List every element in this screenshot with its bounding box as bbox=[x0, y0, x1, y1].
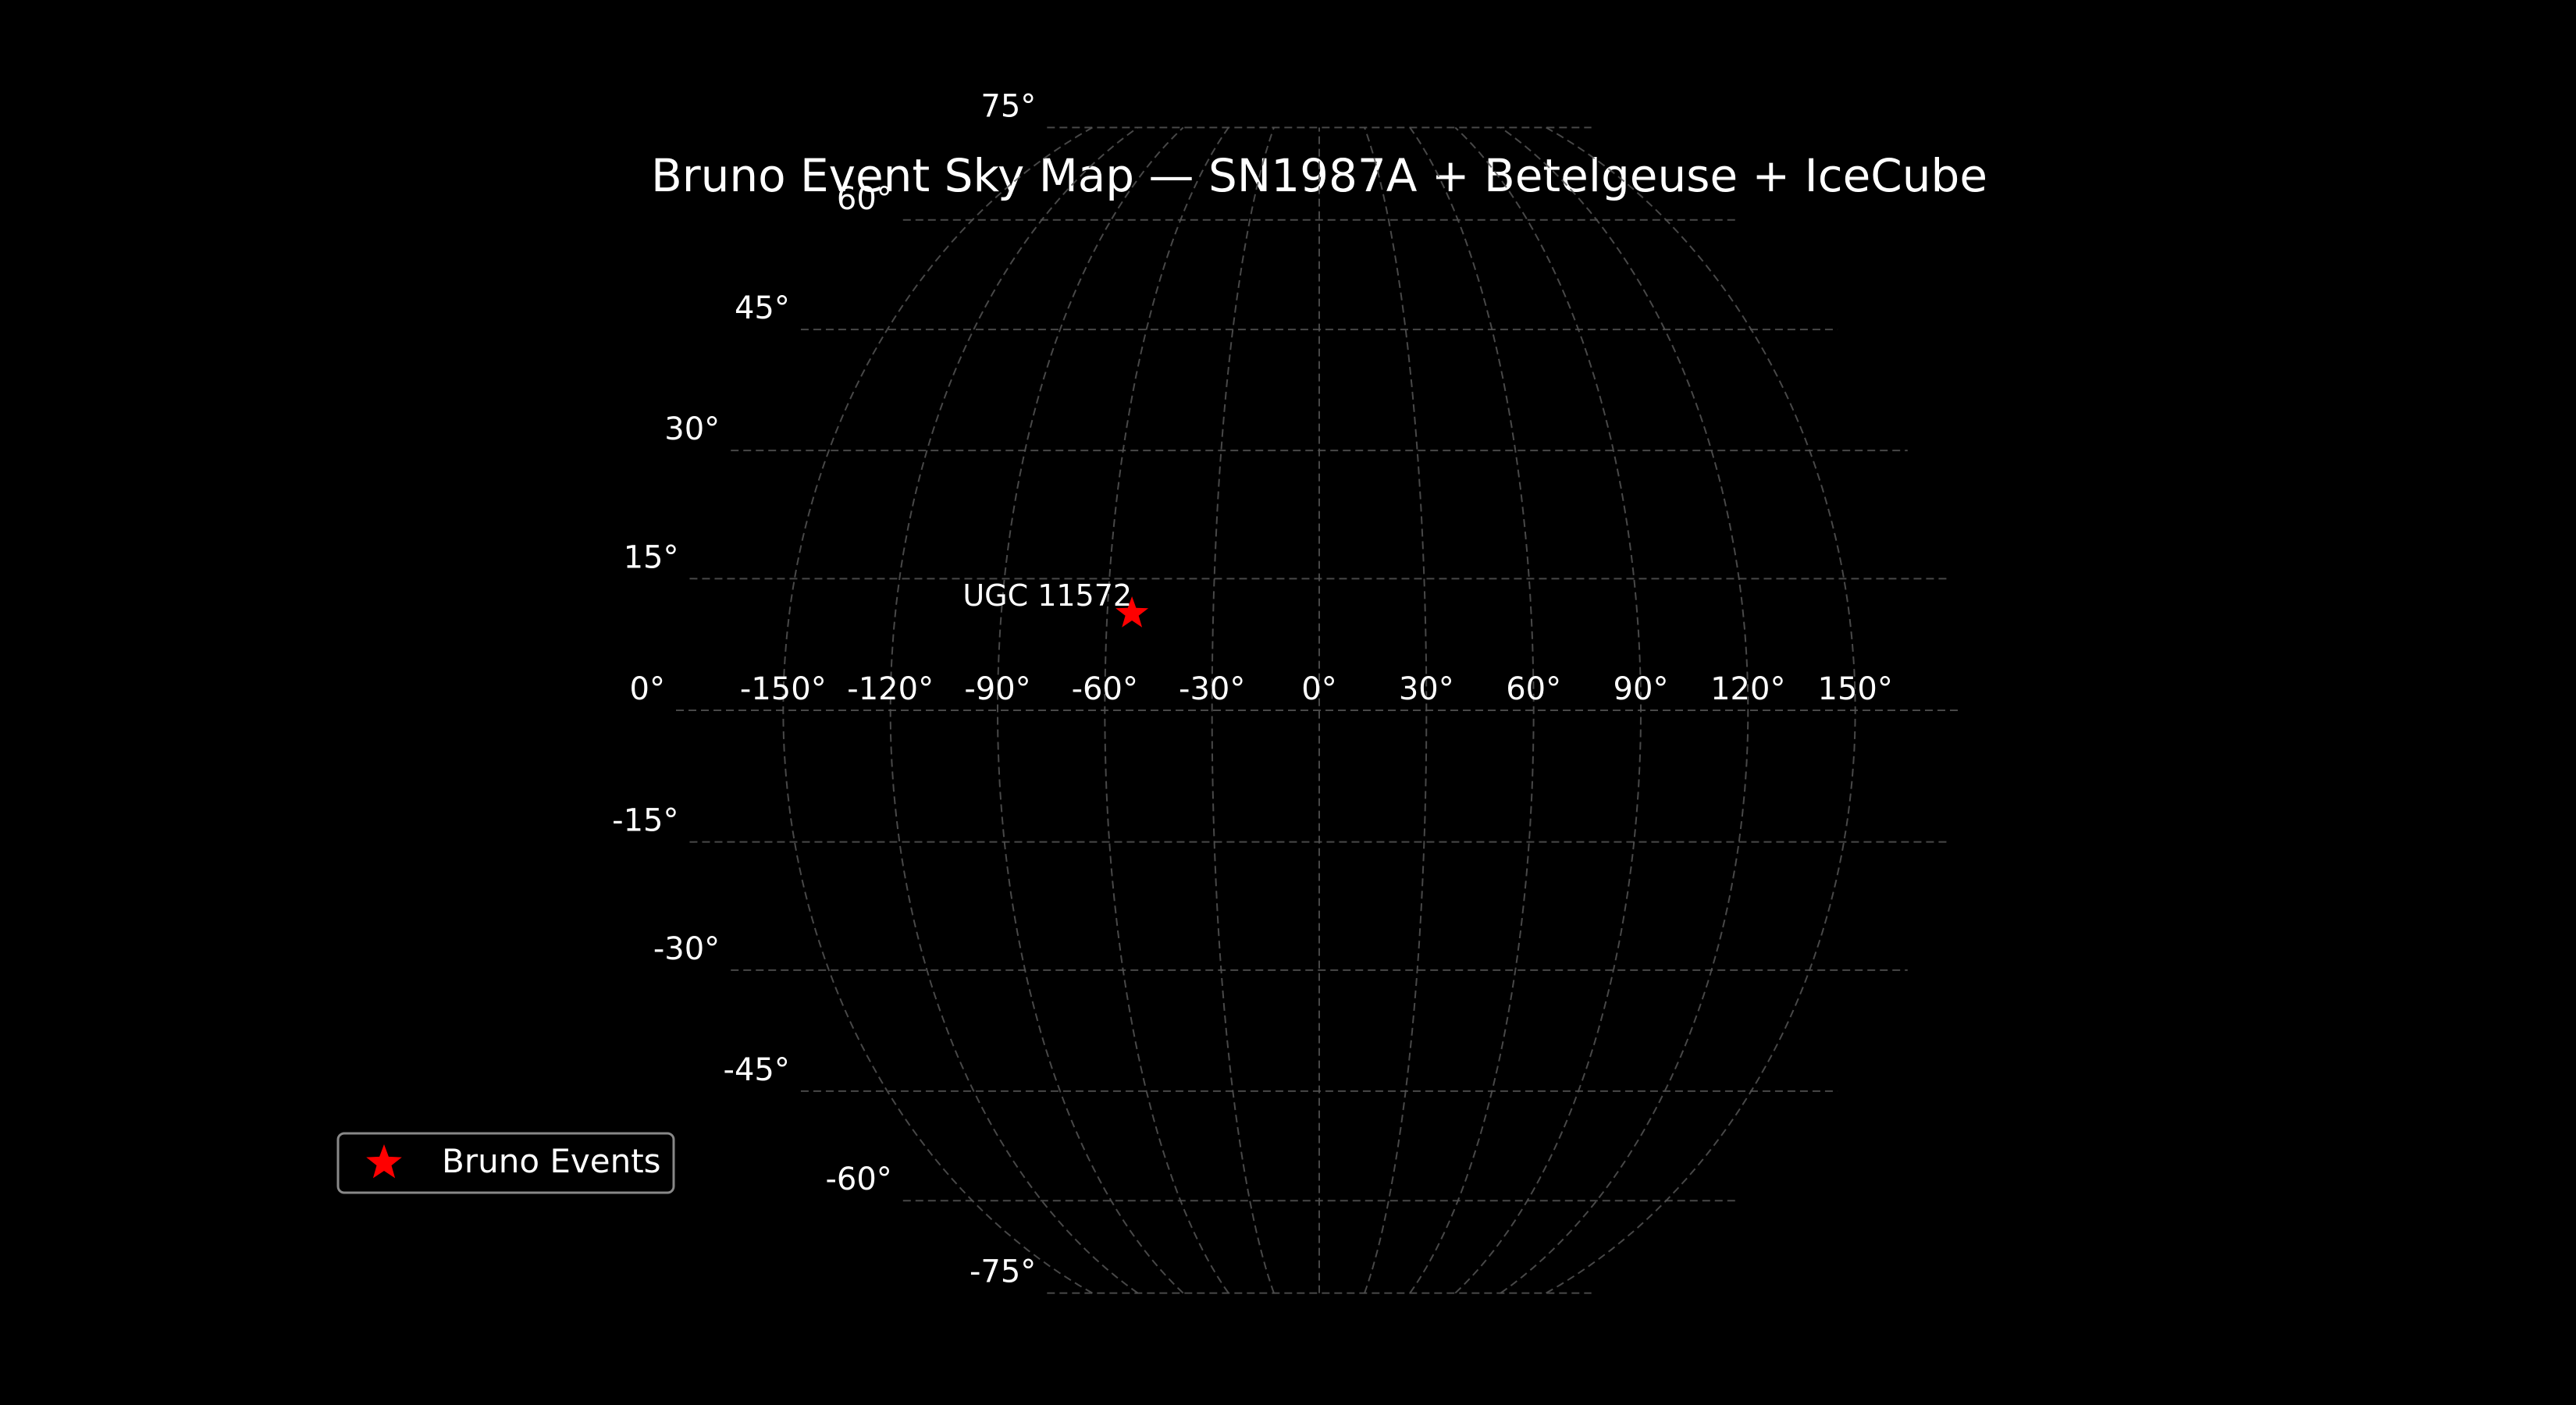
legend: Bruno Events bbox=[336, 1132, 675, 1194]
y-tick-label: 0° bbox=[630, 671, 665, 707]
legend-star-icon bbox=[366, 1144, 402, 1179]
x-tick-label: 30° bbox=[1399, 671, 1454, 707]
y-tick-label: 30° bbox=[664, 411, 720, 447]
graticule bbox=[676, 126, 1962, 1294]
y-tick-label: 60° bbox=[837, 181, 892, 217]
y-tick-label: -45° bbox=[724, 1052, 790, 1088]
meridian--30 bbox=[1211, 127, 1275, 1293]
legend-frame bbox=[336, 1132, 675, 1194]
event-point-star bbox=[1115, 596, 1149, 628]
x-tick-label: -30° bbox=[1179, 671, 1245, 707]
event-markers: UGC 11572 bbox=[962, 578, 1149, 628]
y-tick-label: -75° bbox=[970, 1254, 1036, 1290]
legend-star bbox=[366, 1144, 402, 1179]
latitude-tick-labels: 75° 60° 45° 30° 15° 0° -15° -30° -45° -60° -75° bbox=[612, 88, 1036, 1289]
x-tick-label: 0° bbox=[1301, 671, 1336, 707]
y-tick-label: 75° bbox=[980, 88, 1036, 124]
y-tick-label: 15° bbox=[624, 539, 679, 575]
x-tick-label: -120° bbox=[847, 671, 934, 707]
y-tick-label: 45° bbox=[735, 290, 790, 326]
point-label: UGC 11572 bbox=[962, 578, 1132, 613]
meridian-120 bbox=[1500, 126, 1749, 1294]
legend-label-bruno-events: Bruno Events bbox=[442, 1142, 661, 1180]
y-tick-label: -15° bbox=[612, 803, 678, 839]
x-tick-label: -90° bbox=[964, 671, 1030, 707]
meridian--90 bbox=[996, 126, 1184, 1294]
longitude-tick-labels: -150° -120° -90° -60° -30° 0° 30° 60° 90° 120° 150… bbox=[740, 671, 1893, 707]
x-tick-label: 90° bbox=[1614, 671, 1669, 707]
y-tick-label: -30° bbox=[653, 931, 720, 967]
x-tick-label: 120° bbox=[1710, 671, 1785, 707]
x-tick-label: -60° bbox=[1072, 671, 1138, 707]
x-tick-label: -150° bbox=[740, 671, 827, 707]
y-tick-label: -60° bbox=[825, 1161, 891, 1197]
x-tick-label: 60° bbox=[1506, 671, 1561, 707]
x-tick-label: 150° bbox=[1818, 671, 1893, 707]
meridian-60 bbox=[1409, 126, 1535, 1294]
